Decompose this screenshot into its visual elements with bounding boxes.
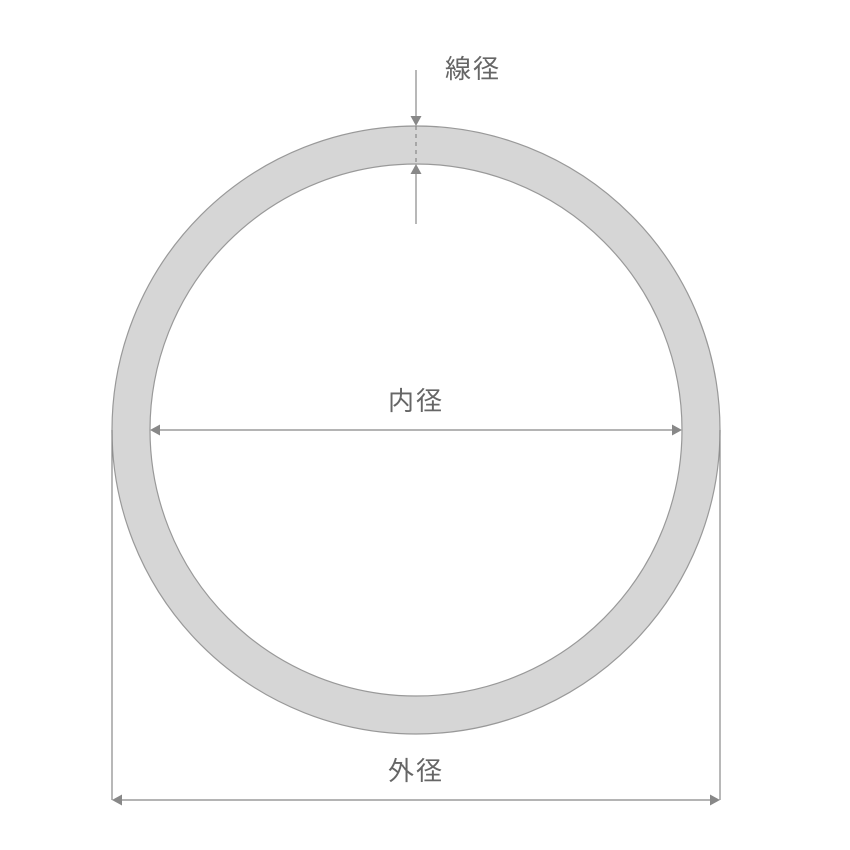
arrow-head [411,116,422,126]
arrow-head [672,425,682,436]
outer-diameter-label: 外径 [388,751,444,788]
arrow-head [150,425,160,436]
arrow-head [411,164,422,174]
ring-diagram: 線径内径外径 [0,0,850,850]
inner-diameter-label: 内径 [388,381,444,418]
arrow-head [710,795,720,806]
arrow-head [112,795,122,806]
wire-diameter-label: 線径 [445,49,501,86]
